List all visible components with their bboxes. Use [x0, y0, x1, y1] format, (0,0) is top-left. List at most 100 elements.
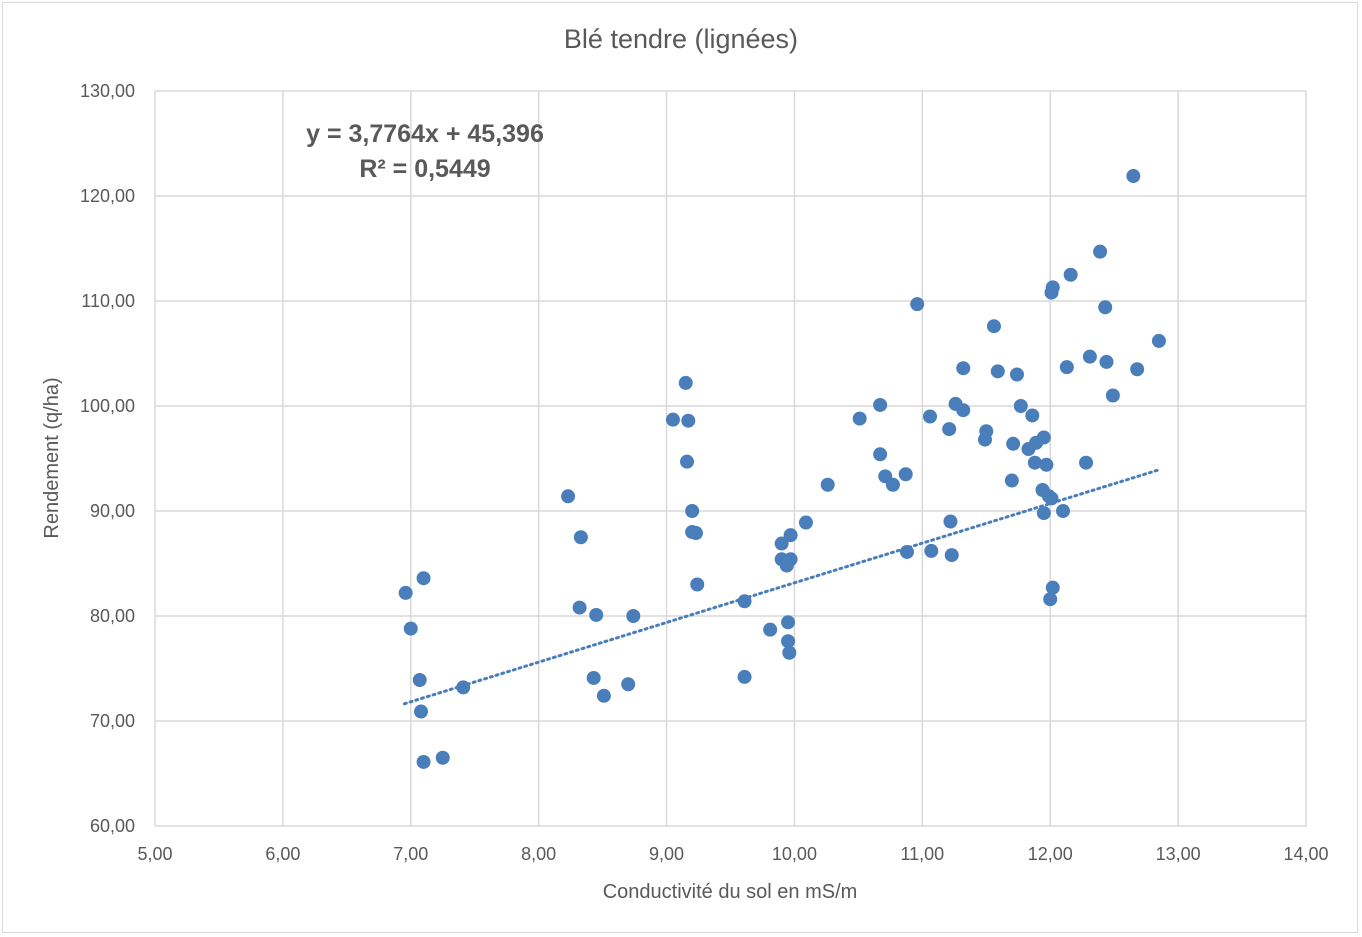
data-point	[1059, 360, 1074, 375]
data-point	[1093, 244, 1108, 259]
data-point	[586, 670, 601, 685]
data-point	[885, 477, 900, 492]
data-point	[943, 514, 958, 529]
data-point	[680, 454, 695, 469]
data-point	[1013, 399, 1028, 413]
data-point	[942, 422, 957, 437]
x-tick-label: 8,00	[521, 844, 556, 864]
data-point	[774, 536, 789, 551]
data-point	[1105, 388, 1120, 403]
data-point	[737, 594, 752, 609]
data-point	[899, 544, 914, 559]
data-point	[1063, 267, 1078, 282]
data-point	[398, 585, 413, 600]
y-axis-ticks: 60,00 70,00 80,00 90,00 100,00 110,00 120,00 13…	[80, 81, 135, 836]
y-tick-label: 60,00	[90, 816, 135, 836]
data-point	[1004, 473, 1019, 488]
data-point	[1036, 430, 1051, 445]
data-point	[456, 680, 471, 695]
data-point	[690, 577, 705, 592]
data-point	[573, 530, 588, 545]
data-point	[678, 375, 693, 390]
y-tick-label: 90,00	[90, 501, 135, 521]
data-point	[1099, 354, 1114, 369]
data-point	[621, 677, 636, 692]
data-point	[781, 634, 796, 649]
data-point	[572, 600, 587, 615]
x-axis-ticks: 5,00 6,00 7,00 8,00 9,00 10,00 11,00 12,00 13,00…	[137, 844, 1328, 864]
data-point	[435, 750, 450, 765]
data-point	[1151, 333, 1166, 348]
data-point	[1027, 455, 1042, 470]
y-tick-label: 70,00	[90, 711, 135, 731]
x-tick-label: 13,00	[1156, 844, 1201, 864]
data-point	[783, 528, 798, 543]
data-point	[1036, 506, 1051, 521]
x-tick-label: 12,00	[1028, 844, 1073, 864]
data-point	[923, 409, 938, 424]
data-point	[665, 412, 680, 427]
x-tick-label: 9,00	[649, 844, 684, 864]
data-point	[1130, 362, 1145, 377]
x-tick-label: 6,00	[265, 844, 300, 864]
data-point	[561, 489, 576, 504]
data-point	[924, 543, 939, 558]
data-point	[1043, 592, 1058, 607]
trendline-path	[402, 468, 1161, 706]
data-point	[783, 552, 798, 567]
data-point	[685, 504, 700, 518]
data-point	[1044, 491, 1059, 506]
data-point	[990, 364, 1005, 379]
x-tick-label: 7,00	[393, 844, 428, 864]
data-point	[596, 688, 611, 703]
x-tick-label: 10,00	[772, 844, 817, 864]
data-point	[944, 548, 959, 563]
data-point	[737, 669, 752, 684]
data-point	[626, 609, 641, 623]
grid-lines	[154, 90, 1307, 827]
data-point	[1039, 457, 1054, 472]
x-axis-label: Conductivité du sol en mS/m	[603, 881, 858, 903]
y-tick-label: 100,00	[80, 396, 135, 416]
data-point	[977, 432, 992, 447]
data-point	[956, 361, 971, 376]
data-point	[1126, 169, 1141, 184]
data-point	[1009, 367, 1024, 382]
data-point	[589, 607, 604, 622]
data-point	[782, 645, 797, 660]
trendline-r2: R² = 0,5449	[359, 155, 490, 183]
data-point	[403, 621, 418, 636]
y-tick-label: 80,00	[90, 606, 135, 626]
trendline-equation: y = 3,7764x + 45,396	[306, 120, 544, 148]
y-tick-label: 110,00	[81, 291, 135, 311]
x-tick-label: 11,00	[900, 844, 944, 864]
data-point	[898, 467, 913, 482]
y-tick-label: 130,00	[80, 81, 135, 101]
y-axis-label: Rendement (q/ha)	[41, 377, 63, 538]
data-point	[781, 615, 796, 630]
data-point	[681, 413, 696, 428]
data-points	[398, 169, 1166, 769]
data-point	[956, 403, 971, 418]
data-point	[1082, 349, 1097, 364]
data-point	[986, 319, 1001, 334]
data-point	[1025, 408, 1040, 423]
y-tick-label: 120,00	[80, 186, 135, 206]
x-tick-label: 5,00	[137, 844, 172, 864]
data-point	[414, 704, 429, 719]
x-tick-label: 14,00	[1283, 844, 1328, 864]
trendline	[402, 468, 1161, 706]
chart-title: Blé tendre (lignées)	[563, 24, 799, 54]
data-point	[910, 297, 925, 312]
data-point	[1079, 455, 1094, 470]
data-point	[873, 447, 888, 462]
data-point	[798, 515, 813, 530]
data-point	[688, 526, 703, 541]
data-point	[763, 622, 778, 637]
data-point	[412, 673, 427, 688]
data-point	[1098, 300, 1113, 315]
data-point	[873, 397, 888, 412]
data-point	[1056, 504, 1071, 518]
data-point	[1045, 280, 1060, 295]
